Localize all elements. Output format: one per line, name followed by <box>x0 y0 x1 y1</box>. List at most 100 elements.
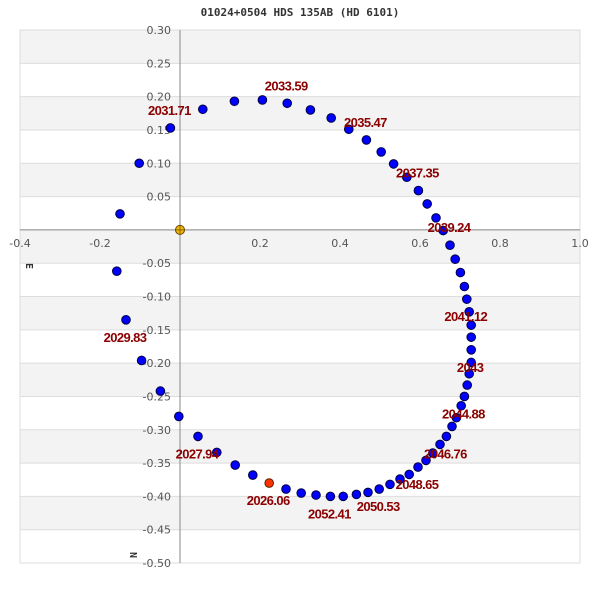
orbit-point <box>450 254 461 264</box>
x-tick-label: 0.6 <box>411 237 429 250</box>
orbit-point <box>456 400 467 411</box>
orbit-point <box>435 439 445 450</box>
orbit-point <box>112 266 122 276</box>
orbit-point <box>363 487 373 498</box>
y-tick-label: 0.10 <box>147 157 172 170</box>
grid-band <box>20 163 580 197</box>
y-tick-label: -0.45 <box>143 524 171 537</box>
orbit-point <box>165 123 176 133</box>
epoch-label: 2029.83 <box>104 330 147 345</box>
orbit-point <box>212 447 222 458</box>
orbit-point <box>459 281 470 292</box>
orbit-point <box>464 307 475 317</box>
orbit-point <box>257 95 268 105</box>
grid-band <box>20 363 580 397</box>
orbit-point <box>395 474 405 484</box>
epoch-label: 2046.76 <box>424 446 467 461</box>
orbit-point <box>121 315 131 325</box>
grid-band <box>20 229 580 264</box>
epoch-label: 2035.47 <box>344 115 387 130</box>
y-axis-label: N <box>127 552 138 558</box>
orbit-point <box>282 98 293 109</box>
epoch-label: 2050.53 <box>357 499 400 514</box>
epoch-label: 2041.12 <box>444 309 487 324</box>
grid-band <box>20 30 580 64</box>
orbit-point <box>459 391 470 402</box>
orbit-point <box>351 489 362 500</box>
epoch-label: 2037.35 <box>396 166 439 181</box>
orbit-point <box>376 147 387 157</box>
orbit-point <box>230 460 240 470</box>
orbit-point <box>422 199 433 209</box>
epoch-label: 2027.94 <box>176 446 220 461</box>
grid-band <box>20 496 580 530</box>
y-tick-label: -0.20 <box>143 357 171 370</box>
orbit-point <box>421 455 431 466</box>
y-tick-label: -0.30 <box>143 424 171 437</box>
x-tick-label: 0.8 <box>491 237 509 250</box>
epoch-label: 2039.24 <box>428 220 472 235</box>
orbit-point <box>326 113 337 123</box>
epoch-label: 2033.59 <box>265 78 308 93</box>
y-tick-label: 0.30 <box>147 24 172 37</box>
orbit-point <box>466 320 477 330</box>
orbit-point <box>402 172 412 183</box>
y-tick-label: 0.15 <box>147 124 172 137</box>
chart-title: 01024+0504 HDS 135AB (HD 6101) <box>200 6 400 19</box>
orbit-point <box>413 462 423 472</box>
y-tick-label: 0.05 <box>147 191 172 204</box>
orbit-point <box>305 105 316 115</box>
orbit-point <box>431 213 441 223</box>
orbit-point <box>325 491 336 502</box>
orbit-point <box>466 345 477 355</box>
orbit-point <box>193 431 203 442</box>
orbit-point <box>385 479 395 490</box>
orbit-point <box>174 411 184 422</box>
y-tick-label: -0.40 <box>143 490 171 503</box>
orbit-point <box>462 294 472 304</box>
orbit-point <box>115 209 125 219</box>
y-tick-label: -0.10 <box>143 291 171 304</box>
x-axis-label: E <box>23 263 34 269</box>
orbit-point <box>388 159 399 169</box>
orbit-point <box>466 357 477 368</box>
orbit-point <box>281 484 291 494</box>
orbit-point <box>344 124 354 135</box>
orbit-point <box>455 267 466 278</box>
orbit-point <box>155 386 166 396</box>
orbit-point <box>428 448 438 458</box>
y-tick-label: 0.25 <box>147 57 172 70</box>
orbit-point <box>404 469 415 480</box>
epoch-label: 2031.71 <box>148 103 191 118</box>
y-tick-label: -0.50 <box>143 557 171 570</box>
plot-border <box>19 29 581 564</box>
current-position-point <box>264 478 275 488</box>
orbit-point <box>134 158 144 169</box>
grid-band <box>20 96 580 130</box>
orbit-point <box>413 185 424 196</box>
orbit-point <box>445 240 455 250</box>
x-tick-label: -0.2 <box>89 237 110 250</box>
epoch-label: 2026.06 <box>247 493 290 508</box>
x-tick-label: 1.0 <box>571 237 589 250</box>
grid-band <box>20 296 580 330</box>
orbit-point <box>438 225 449 236</box>
orbit-point <box>229 96 240 107</box>
orbit-point <box>462 380 473 390</box>
orbit-point <box>311 490 321 500</box>
orbit-point <box>248 470 258 480</box>
y-tick-label: -0.05 <box>143 257 171 270</box>
orbit-point <box>466 332 477 342</box>
orbit-point <box>464 368 475 379</box>
y-tick-label: -0.35 <box>143 457 171 470</box>
y-tick-label: 0.20 <box>147 91 172 104</box>
x-tick-label: 0.4 <box>331 237 349 250</box>
orbit-point <box>198 104 208 115</box>
orbit-point <box>441 431 452 442</box>
orbit-point <box>374 484 385 494</box>
orbit-point <box>296 488 307 498</box>
orbit-point <box>361 135 372 145</box>
epoch-label: 2048.65 <box>396 477 439 492</box>
y-tick-label: -0.15 <box>143 324 171 337</box>
